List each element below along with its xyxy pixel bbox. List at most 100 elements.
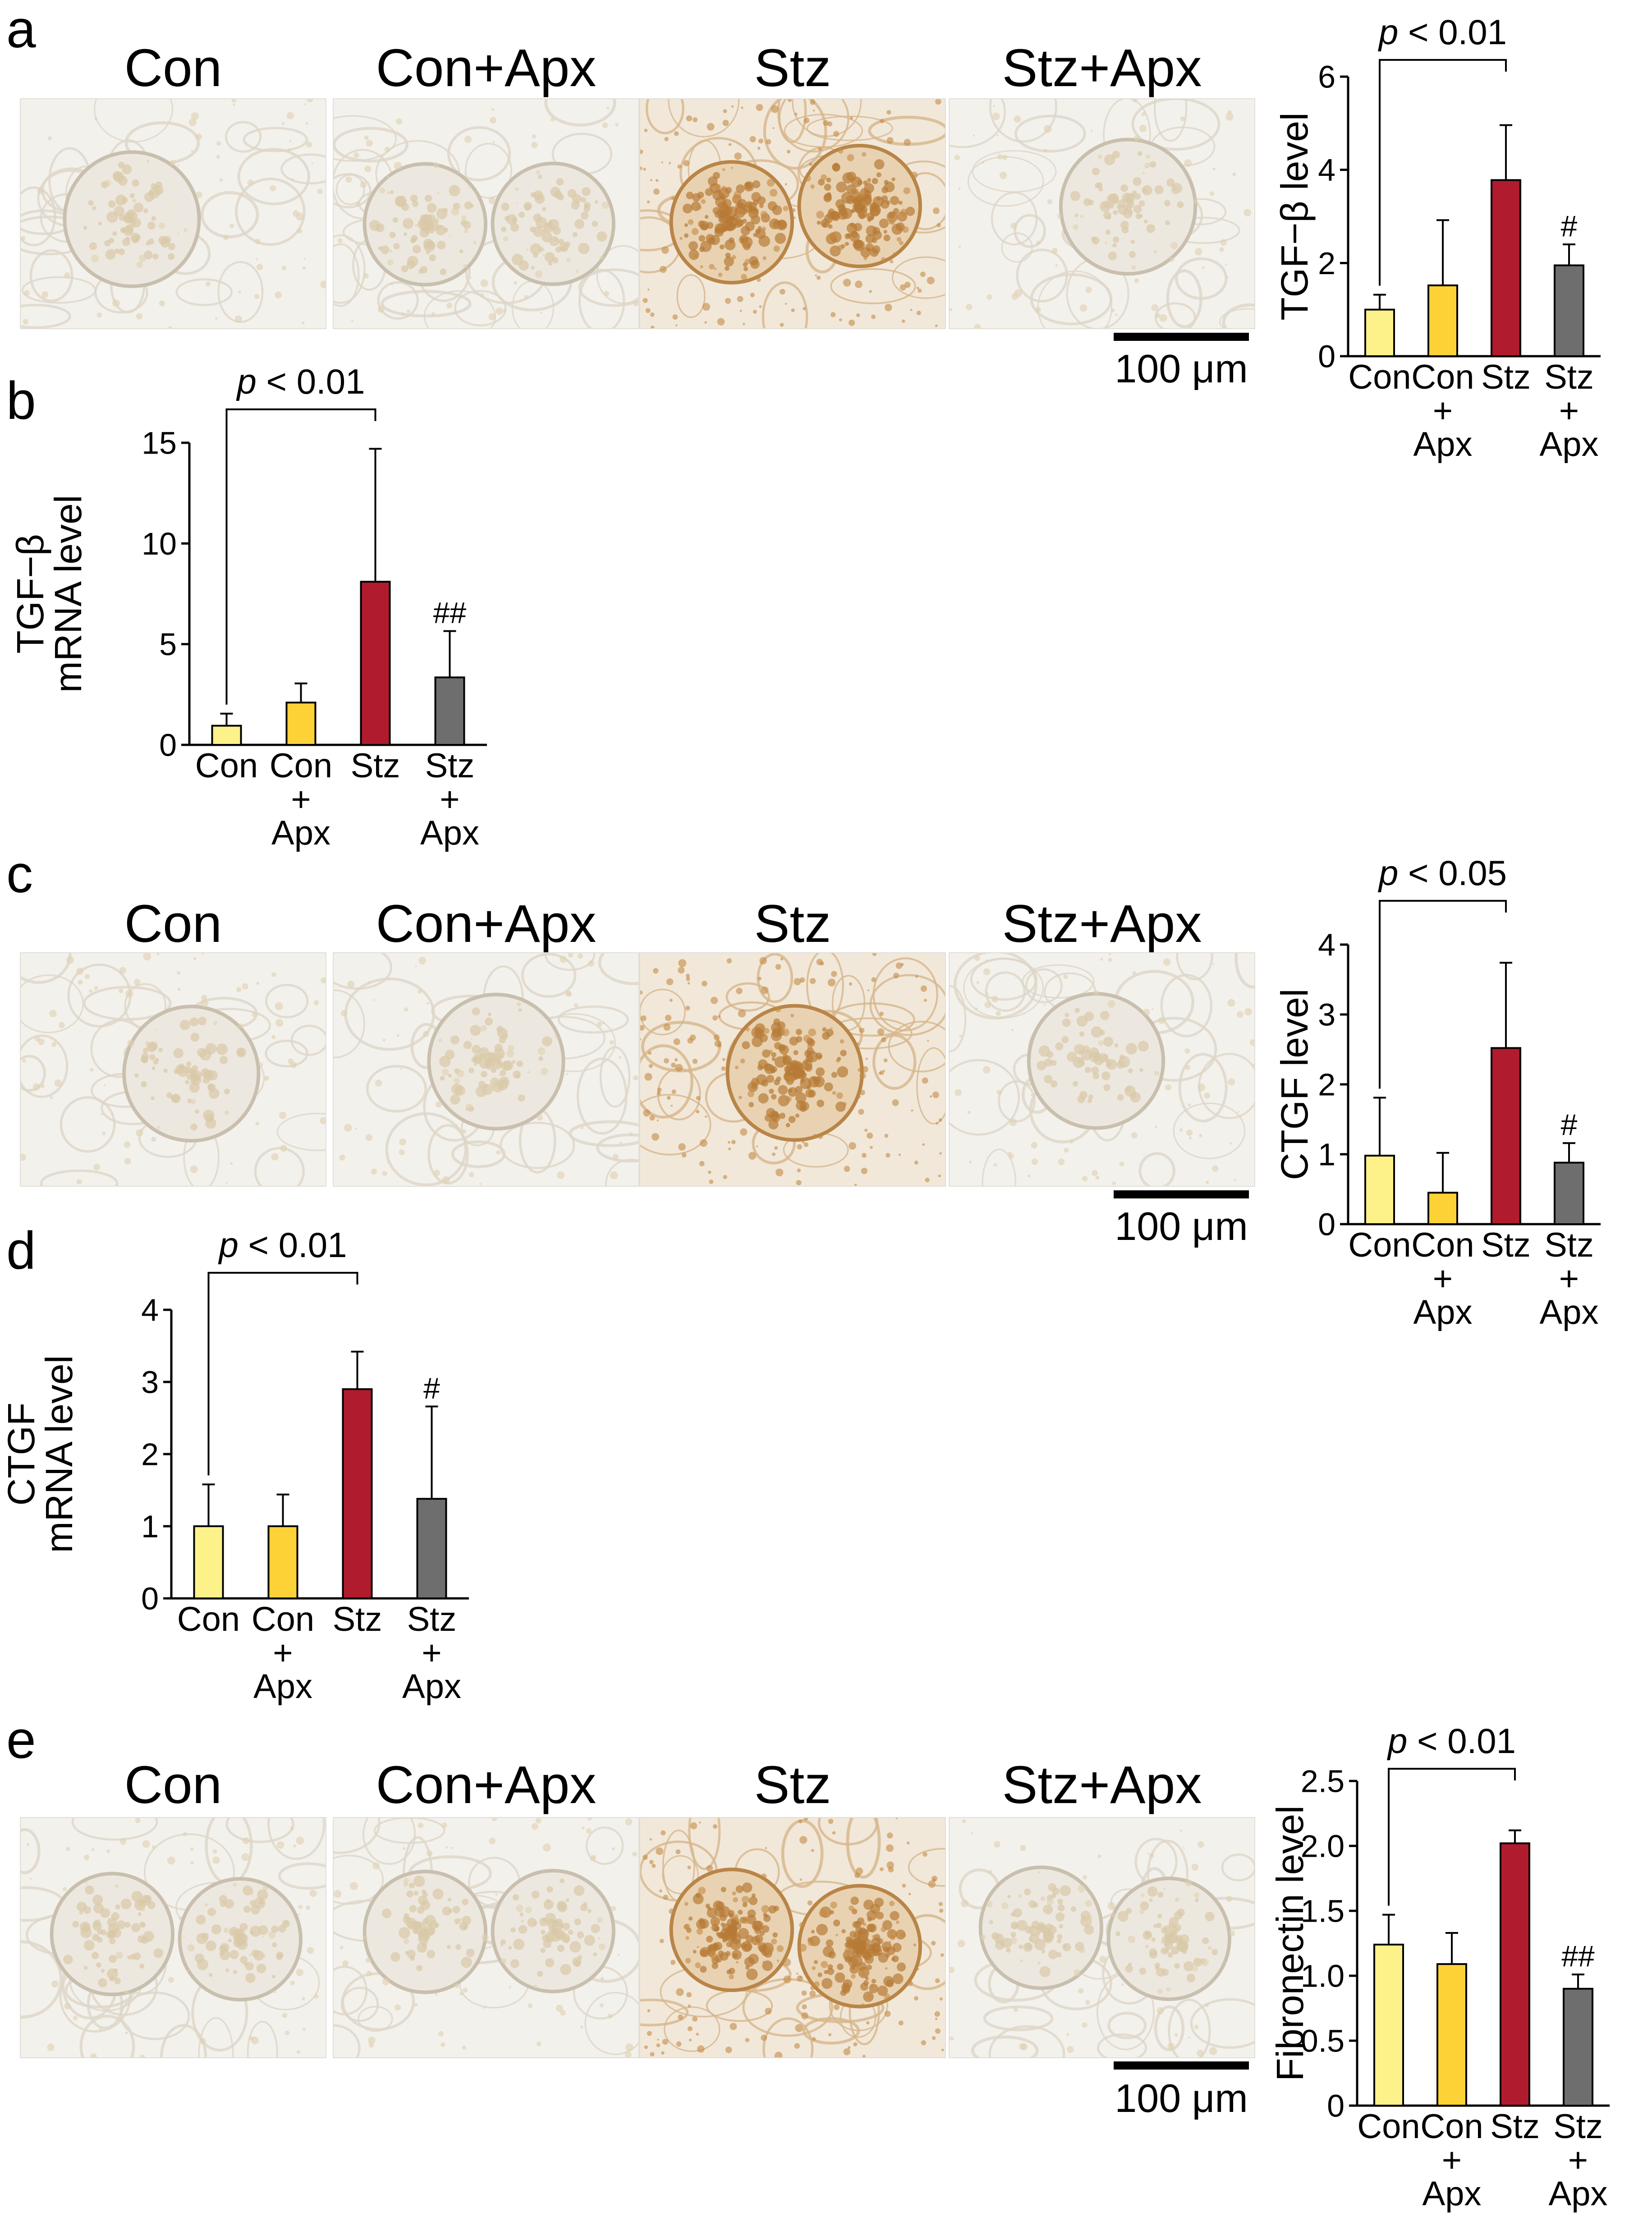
stain-dot [1117,1094,1124,1101]
stain-dot [606,106,610,110]
stain-dot [831,1027,833,1029]
stain-dot [867,1132,873,1139]
stain-dot [1145,1944,1149,1949]
stain-dot [23,319,28,325]
stain-dot [151,1845,156,1849]
stain-dot [725,298,731,304]
category-label: Con [195,747,258,785]
bar-con-apx [1427,284,1458,358]
stain-dot [1035,307,1041,313]
stain-dot [469,1172,474,1178]
stain-dot [533,252,538,258]
stain-dot [285,2030,289,2035]
stain-dot [808,1939,815,1946]
stain-dot [803,1035,811,1042]
stain-dot [402,218,414,229]
p-value-label: p < 0.01 [236,362,365,401]
stain-dot [481,1071,487,1078]
stain-dot [197,1048,206,1057]
stain-dot [1005,1947,1011,1953]
stain-dot [190,1099,196,1104]
stain-dot [1056,1938,1062,1944]
stain-dot [485,1017,493,1026]
stain-dot [89,989,92,993]
stain-dot [883,229,887,234]
stain-dot [878,1072,882,1075]
tubule-outline [1154,2005,1185,2052]
stain-dot [687,2026,693,2031]
stain-dot [731,1950,742,1960]
stain-dot [822,1027,827,1032]
stain-dot [375,1079,382,1087]
stain-dot [807,1900,813,1906]
stain-dot [647,2031,652,2036]
stain-dot [776,1168,784,1176]
stain-dot [817,1058,821,1060]
stain-dot [587,1909,592,1913]
stain-dot [1142,188,1147,193]
stain-dot [143,208,148,213]
stain-dot [1121,1983,1124,1986]
stain-dot [229,1950,239,1960]
stain-dot [1115,1931,1121,1937]
stain-dot [339,1154,345,1161]
tubule-outline [1131,99,1221,151]
category-label: Stz [333,1600,382,1639]
stain-dot [1145,154,1150,159]
stain-dot [76,967,84,975]
stain-dot [115,194,127,206]
stain-dot [690,1822,698,1830]
stain-dot [579,1962,582,1964]
stain-dot [421,1889,427,1895]
stain-dot [1110,1912,1115,1917]
stain-dot [504,216,510,221]
stain-dot [864,1129,868,1132]
stain-dot [387,259,394,266]
stain-dot [185,1080,190,1085]
stain-dot [647,200,650,204]
stain-dot [938,1174,941,1178]
stain-dot [206,281,211,287]
stain-dot [861,1167,867,1175]
stain-dot [699,1947,710,1957]
stain-dot [697,2045,705,2053]
stain-dot [922,1077,928,1084]
stain-dot [1030,1094,1032,1096]
category-label: Apx [1413,425,1473,464]
stain-dot [736,1961,739,1964]
stain-dot [666,978,674,986]
stain-dot [800,1078,805,1083]
stain-dot [1020,1959,1023,1963]
stain-dot [423,240,435,252]
tubule-outline [225,1818,294,1843]
stain-dot [1147,1852,1149,1854]
stain-dot [780,323,784,327]
stain-dot [572,232,578,237]
stain-dot [975,1007,978,1010]
stain-dot [872,953,877,956]
stain-dot [347,980,355,988]
stain-dot [775,964,781,970]
stain-dot [910,308,913,311]
stain-dot [657,1091,661,1096]
stain-dot [892,1973,904,1984]
stain-dot [224,1110,229,1115]
stain-dot [104,1084,106,1087]
tubule-outline [950,1059,1020,1136]
stain-dot [334,1890,342,1898]
stain-dot [516,1002,521,1007]
stain-dot [255,1122,259,1126]
micrograph-texture [21,953,326,1186]
stain-dot [676,1988,684,1996]
tubule-outline [21,1828,41,1874]
stain-dot [364,135,369,140]
stain-dot [1149,1948,1157,1956]
stain-dot [360,181,367,188]
stain-dot [632,1852,637,1857]
stain-dot [213,1021,218,1025]
stain-dot [609,1040,614,1045]
tubule-outline [982,1148,1017,1186]
stain-dot [888,220,893,225]
stain-dot [1100,1010,1110,1020]
stain-dot [597,231,607,242]
